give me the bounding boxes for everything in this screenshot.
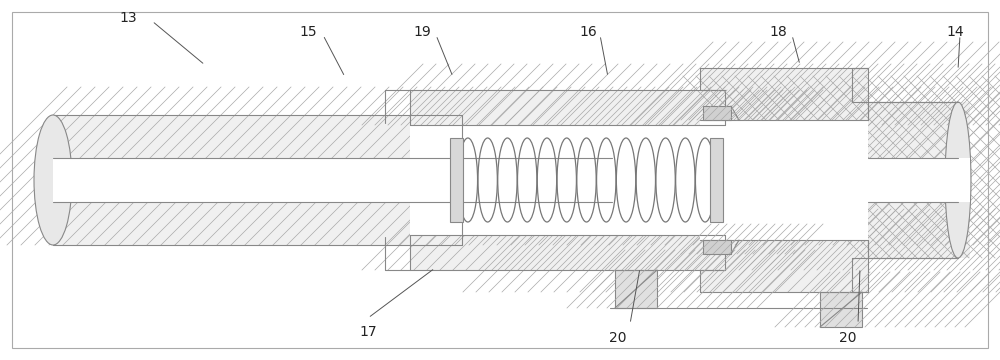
Bar [410, 125, 725, 235]
Text: 14: 14 [946, 25, 964, 39]
Bar [852, 102, 970, 258]
Text: 17: 17 [359, 325, 377, 339]
Bar [615, 270, 657, 308]
Ellipse shape [34, 115, 72, 245]
Bar [458, 138, 715, 222]
Bar [53, 115, 462, 245]
Bar [700, 120, 868, 240]
Bar [615, 270, 657, 308]
Bar [820, 292, 862, 327]
Text: 16: 16 [579, 25, 597, 39]
Bar [410, 235, 725, 270]
Text: 15: 15 [299, 25, 317, 39]
Ellipse shape [945, 102, 971, 258]
Bar [410, 90, 725, 270]
Bar [700, 68, 868, 292]
Text: 19: 19 [413, 25, 431, 39]
Bar [868, 158, 970, 202]
Bar [703, 240, 731, 254]
Text: 18: 18 [769, 25, 787, 39]
Text: 13: 13 [119, 11, 137, 25]
Text: 20: 20 [609, 331, 627, 345]
Bar [703, 106, 731, 120]
Bar [410, 90, 725, 125]
Bar [450, 138, 463, 222]
Bar [703, 240, 731, 254]
Bar [710, 138, 723, 222]
Bar [703, 106, 731, 120]
Bar [700, 68, 868, 292]
Bar [53, 115, 462, 245]
Bar [820, 292, 862, 327]
Bar [852, 102, 970, 258]
Text: 20: 20 [839, 331, 857, 345]
Bar [53, 158, 632, 202]
